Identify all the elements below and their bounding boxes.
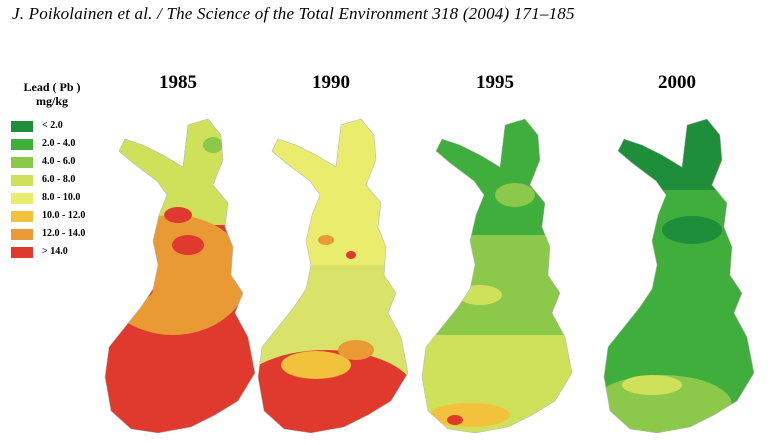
legend-item: 4.0 - 6.0 <box>6 156 98 174</box>
year-label-2000: 2000 <box>658 72 696 93</box>
legend-title-unit: mg/kg <box>35 94 68 108</box>
legend-label: 12.0 - 14.0 <box>42 228 86 239</box>
legend-swatch <box>11 175 33 186</box>
legend-item: 10.0 - 12.0 <box>6 210 98 228</box>
legend-swatch <box>11 193 33 204</box>
legend-label: > 14.0 <box>42 246 68 257</box>
legend-title: Lead ( Pb ) mg/kg <box>6 80 98 108</box>
map-1985 <box>104 118 256 434</box>
citation-header: J. Poikolainen et al. / The Science of t… <box>12 4 575 23</box>
legend-item: 2.0 - 4.0 <box>6 138 98 156</box>
legend-item: 8.0 - 10.0 <box>6 192 98 210</box>
legend-label: 4.0 - 6.0 <box>42 156 76 167</box>
legend-swatch <box>11 157 33 168</box>
legend-item: < 2.0 <box>6 120 98 138</box>
map-1995 <box>421 118 573 434</box>
year-label-1985: 1985 <box>159 72 197 93</box>
year-label-1990: 1990 <box>312 72 350 93</box>
legend-item: 6.0 - 8.0 <box>6 174 98 192</box>
map-1990 <box>257 118 409 434</box>
legend-swatch <box>11 229 33 240</box>
map-2000 <box>603 118 755 434</box>
legend-swatch <box>11 139 33 150</box>
legend-item: 12.0 - 14.0 <box>6 228 98 246</box>
legend-items: < 2.0 2.0 - 4.0 4.0 - 6.0 6.0 - 8.0 8.0 - 10… <box>6 120 98 264</box>
legend-label: 2.0 - 4.0 <box>42 138 76 149</box>
legend-swatch <box>11 121 33 132</box>
legend: Lead ( Pb ) mg/kg < 2.0 2.0 - 4.0 4.0 - 6.… <box>6 80 98 264</box>
legend-label: 10.0 - 12.0 <box>42 210 86 221</box>
legend-swatch <box>11 211 33 222</box>
legend-label: < 2.0 <box>42 120 63 131</box>
legend-title-element: Lead ( Pb ) <box>23 80 81 94</box>
legend-label: 6.0 - 8.0 <box>42 174 76 185</box>
year-label-1995: 1995 <box>476 72 514 93</box>
legend-label: 8.0 - 10.0 <box>42 192 81 203</box>
legend-item: > 14.0 <box>6 246 98 264</box>
legend-swatch <box>11 247 33 258</box>
